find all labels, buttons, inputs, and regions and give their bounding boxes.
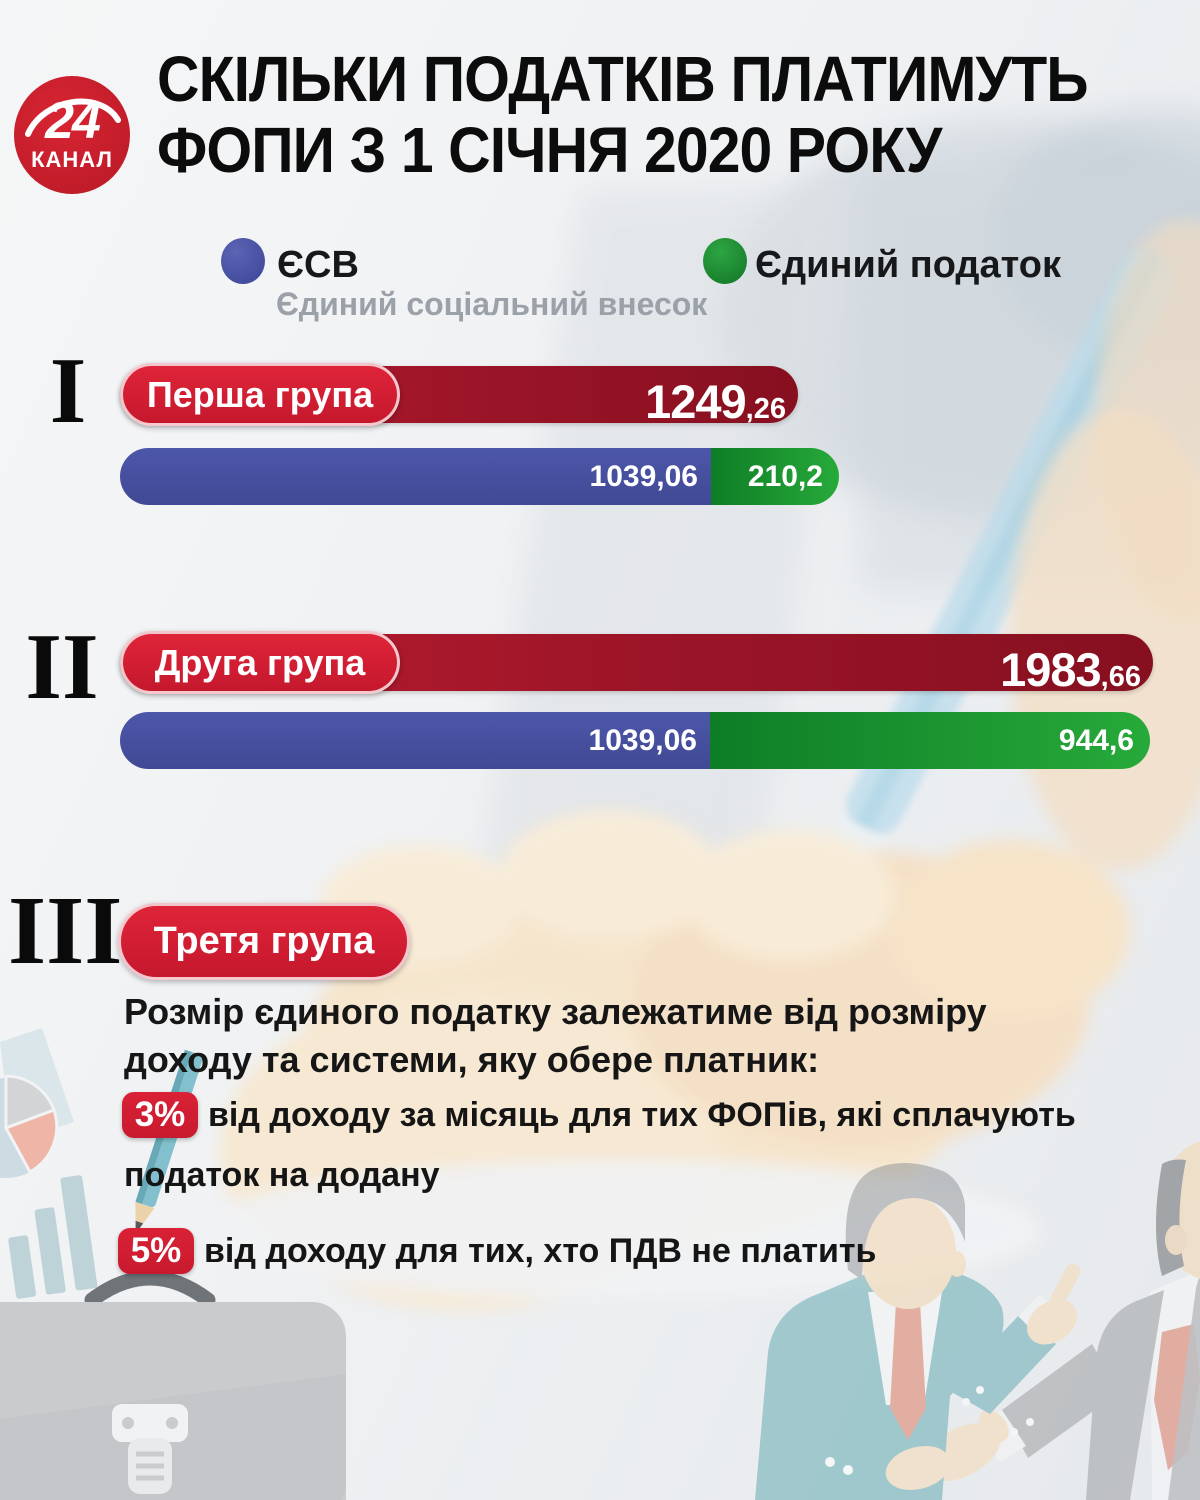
group-3-name-pill: Третя група xyxy=(118,903,410,980)
group-2-single-tax-bar: 944,6 xyxy=(710,712,1150,769)
group-1-esv-value: 1039,06 xyxy=(589,459,698,493)
group-1-name-pill: Перша група xyxy=(120,363,400,426)
chart-illustration xyxy=(0,1028,216,1308)
group-1-esv-bar: 1039,06 xyxy=(120,448,711,505)
single-tax-legend-dot-icon xyxy=(703,238,747,284)
group-2-total-value: 1983,66 xyxy=(700,642,1141,697)
rate-3-percent-text-line-1: від доходу за місяць для тих ФОПів, які … xyxy=(208,1095,1076,1134)
group-2-esv-bar: 1039,06 xyxy=(120,712,710,769)
rate-5-percent-badge: 5% xyxy=(118,1228,194,1274)
title-line-1: СКІЛЬКИ ПОДАТКІВ ПЛАТИМУТЬ xyxy=(157,43,1089,115)
group-3-description-line-1: Розмір єдиного податку залежатиме від ро… xyxy=(124,991,987,1032)
rate-5-percent-text-line-1: від доходу для тих, хто ПДВ не платить xyxy=(204,1231,877,1270)
group-3-description: Розмір єдиного податку залежатиме від ро… xyxy=(124,988,1084,1084)
group-3-numeral: III xyxy=(8,877,123,985)
logo-swoosh-icon xyxy=(25,98,121,137)
title-line-2: ФОПИ З 1 СІЧНЯ 2020 РОКУ xyxy=(157,114,942,186)
rate-3-percent-badge: 3% xyxy=(122,1092,198,1138)
briefcase-handle xyxy=(84,1270,216,1308)
group-3-description-line-2: доходу та системи, яку обере платник: xyxy=(124,1039,820,1080)
group-2-total-frac: ,66 xyxy=(1100,661,1141,693)
businessmen-illustration xyxy=(755,1141,1200,1500)
group-2-total-int: 1983 xyxy=(1000,643,1102,696)
page-title: СКІЛЬКИ ПОДАТКІВ ПЛАТИМУТЬ ФОПИ З 1 СІЧН… xyxy=(157,44,1169,186)
group-1-single-tax-bar: 210,2 xyxy=(711,448,839,505)
group-1-total-value: 1249,26 xyxy=(430,374,786,429)
group-1-total-frac: ,26 xyxy=(745,393,786,425)
rate-3-percent-text-line-2: податок на додану xyxy=(124,1155,440,1194)
esv-legend-label: ЄСВ xyxy=(277,244,359,286)
group-2-single-tax-value: 944,6 xyxy=(1058,723,1134,757)
channel-24-logo: 24 КАНАЛ xyxy=(14,76,130,194)
group-2-numeral: II xyxy=(25,615,99,719)
group-2-esv-value: 1039,06 xyxy=(588,723,697,757)
single-tax-legend-label: Єдиний податок xyxy=(755,244,1062,286)
group-1-numeral: I xyxy=(49,339,87,443)
esv-legend-sublabel: Єдиний соціальний внесок xyxy=(276,286,708,322)
briefcase-illustration xyxy=(0,1302,346,1500)
logo-text: КАНАЛ xyxy=(31,147,113,172)
group-1-total-int: 1249 xyxy=(645,375,747,428)
esv-legend-dot-icon xyxy=(221,238,265,284)
group-2-name-pill: Друга група xyxy=(120,631,400,694)
group-1-single-tax-value: 210,2 xyxy=(747,459,823,493)
